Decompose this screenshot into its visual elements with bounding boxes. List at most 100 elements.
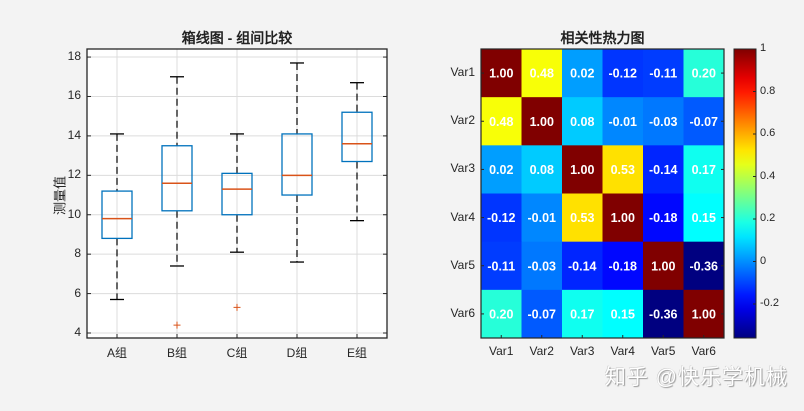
heatmap-cell: -0.12 xyxy=(602,49,644,98)
cell-value: -0.14 xyxy=(649,163,678,177)
heatmap-cell: 0.08 xyxy=(521,145,563,194)
x-tick-label: E组 xyxy=(346,346,367,360)
axes-border xyxy=(480,48,725,339)
heatmap-cell: 0.15 xyxy=(683,193,725,243)
box-C组 xyxy=(221,133,253,311)
heatmap-cell: 1.00 xyxy=(562,145,603,194)
heatmap-cell: 1.00 xyxy=(521,97,563,146)
colorbar-tick-label: -0.2 xyxy=(760,297,779,309)
cell-fill xyxy=(562,97,603,146)
cell-value: -0.01 xyxy=(528,211,557,225)
cell-fill xyxy=(602,193,644,243)
cell-value: -0.36 xyxy=(649,307,678,321)
cell-value: -0.07 xyxy=(690,115,719,129)
cell-value: -0.03 xyxy=(528,259,557,273)
heatmap-cell: 1.00 xyxy=(683,289,725,339)
cell-fill xyxy=(683,49,725,98)
y-tick-label: 18 xyxy=(67,49,81,64)
colorbar-tick-label: 0.8 xyxy=(760,84,776,97)
cell-value: -0.01 xyxy=(609,115,638,129)
x-tick-label: Var4 xyxy=(610,344,635,358)
heatmap-cell: 0.17 xyxy=(562,289,603,339)
cell-fill xyxy=(521,193,563,243)
x-tick-label: Var1 xyxy=(489,344,514,358)
heatmap-cell: 0.08 xyxy=(562,97,603,146)
cell-value: 0.08 xyxy=(570,115,594,129)
boxplot-title: 箱线图 - 组间比较 xyxy=(181,30,293,46)
cell-value: 0.48 xyxy=(530,67,554,81)
cell-value: 0.17 xyxy=(570,307,594,321)
cell-fill xyxy=(602,97,644,146)
y-tick-label: Var5 xyxy=(450,257,475,272)
outlier-marker xyxy=(173,321,181,329)
heatmap-cell: -0.12 xyxy=(481,193,522,243)
heatmap-cell: -0.03 xyxy=(643,97,684,146)
cell-fill xyxy=(481,49,522,98)
x-tick-label: Var3 xyxy=(570,344,595,358)
cell-value: -0.18 xyxy=(609,259,638,273)
cell-fill xyxy=(521,241,563,291)
heatmap-cell: 1.00 xyxy=(481,49,522,98)
cell-value: 0.15 xyxy=(692,211,716,225)
colorbar-tick-label: 0 xyxy=(760,254,767,267)
heatmap-cell: 0.48 xyxy=(481,97,522,146)
cell-fill xyxy=(643,289,684,339)
cell-value: -0.12 xyxy=(609,67,638,81)
y-tick-label: 10 xyxy=(67,206,81,221)
heatmap-cell: 0.53 xyxy=(602,145,644,194)
cell-value: 0.02 xyxy=(570,67,594,81)
cell-fill xyxy=(521,289,563,339)
cell-fill xyxy=(562,241,603,291)
cell-value: -0.14 xyxy=(568,259,597,273)
box-E组 xyxy=(341,82,373,222)
cell-value: 1.00 xyxy=(611,211,635,225)
cell-value: 0.08 xyxy=(530,163,554,177)
heatmap-cell: 0.20 xyxy=(481,289,522,339)
colorbar xyxy=(733,48,757,339)
cell-value: 1.00 xyxy=(530,115,554,129)
heatmap-cell: -0.11 xyxy=(643,49,684,98)
box xyxy=(221,172,253,216)
y-tick-label: Var4 xyxy=(450,209,475,224)
cell-fill xyxy=(643,193,684,243)
box xyxy=(101,190,133,240)
box-A组 xyxy=(101,133,133,301)
cell-fill xyxy=(481,289,522,339)
cell-fill xyxy=(643,145,684,194)
cell-fill xyxy=(643,241,684,291)
cell-value: 0.53 xyxy=(611,163,635,177)
heatmap-cell: -0.36 xyxy=(643,289,684,339)
cell-value: 0.20 xyxy=(489,307,513,321)
y-tick-label: Var2 xyxy=(450,113,475,128)
heatmap-cell: -0.18 xyxy=(643,193,684,243)
cell-value: 1.00 xyxy=(651,259,675,273)
cell-fill xyxy=(643,97,684,146)
box-B组 xyxy=(161,76,193,329)
cell-fill xyxy=(521,145,563,194)
y-tick-label: 12 xyxy=(67,167,81,182)
cell-value: 0.48 xyxy=(489,115,513,129)
box xyxy=(341,111,373,163)
x-tick-label: A组 xyxy=(106,346,127,360)
cell-fill xyxy=(683,193,725,243)
cell-fill xyxy=(602,49,644,98)
cell-fill xyxy=(481,145,522,194)
heatmap-cell: -0.36 xyxy=(683,241,725,291)
cell-fill xyxy=(683,289,725,339)
colorbar-tick-label: 0.2 xyxy=(760,212,776,224)
y-tick-label: 6 xyxy=(74,285,81,300)
cell-fill xyxy=(602,241,644,291)
cell-fill xyxy=(521,49,563,98)
cell-value: -0.03 xyxy=(649,115,678,129)
heatmap-cell: 0.17 xyxy=(683,145,725,194)
heatmap-cell: 0.15 xyxy=(602,289,644,339)
box xyxy=(281,133,313,196)
cell-fill xyxy=(602,145,644,194)
cell-value: 0.20 xyxy=(692,67,716,81)
heatmap-cell: -0.07 xyxy=(521,289,563,339)
cell-fill xyxy=(562,193,603,243)
cell-fill xyxy=(562,289,603,339)
cell-fill xyxy=(562,49,603,98)
heatmap-cell: -0.14 xyxy=(643,145,684,194)
heatmap-cell: 1.00 xyxy=(643,241,684,291)
